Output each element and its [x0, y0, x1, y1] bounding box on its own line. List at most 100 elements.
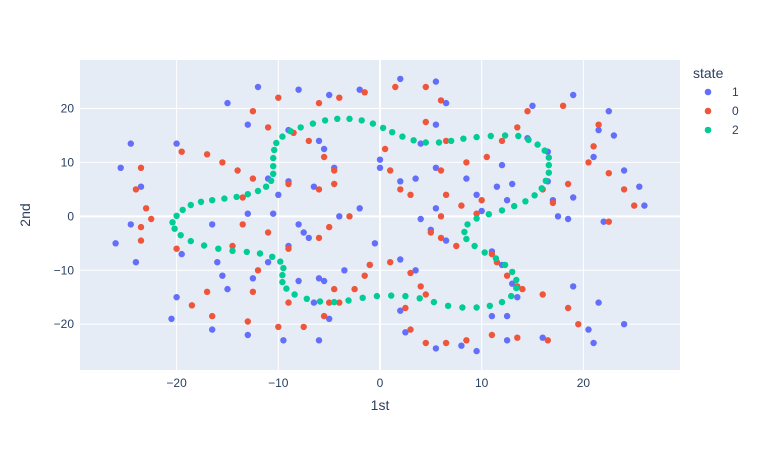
data-point[interactable]: [595, 299, 602, 306]
data-point[interactable]: [229, 247, 236, 255]
data-point[interactable]: [488, 331, 496, 339]
data-point[interactable]: [209, 197, 216, 204]
data-point[interactable]: [279, 278, 286, 286]
data-point[interactable]: [397, 178, 404, 185]
legend-item-2[interactable]: 2: [704, 123, 739, 137]
data-point[interactable]: [422, 139, 429, 146]
data-point[interactable]: [300, 323, 307, 331]
data-point[interactable]: [270, 154, 277, 162]
data-point[interactable]: [402, 292, 409, 300]
data-point[interactable]: [376, 164, 384, 171]
data-point[interactable]: [346, 213, 353, 220]
data-point[interactable]: [444, 302, 452, 309]
data-point[interactable]: [137, 164, 145, 171]
data-point[interactable]: [315, 337, 323, 344]
data-point[interactable]: [529, 102, 536, 110]
data-point[interactable]: [336, 299, 343, 306]
data-point[interactable]: [432, 164, 440, 171]
data-point[interactable]: [417, 283, 424, 290]
data-point[interactable]: [254, 267, 262, 274]
data-point[interactable]: [514, 294, 521, 301]
data-point[interactable]: [402, 304, 409, 312]
data-point[interactable]: [249, 275, 257, 282]
data-point[interactable]: [412, 175, 419, 182]
data-point[interactable]: [346, 115, 353, 123]
data-point[interactable]: [203, 151, 211, 158]
data-point[interactable]: [361, 89, 368, 96]
data-point[interactable]: [473, 210, 480, 217]
data-point[interactable]: [549, 199, 557, 207]
data-point[interactable]: [203, 288, 211, 295]
data-point[interactable]: [541, 147, 548, 154]
data-point[interactable]: [487, 132, 494, 140]
data-point[interactable]: [197, 198, 205, 205]
data-point[interactable]: [412, 267, 419, 274]
data-point[interactable]: [117, 164, 124, 171]
data-point[interactable]: [188, 302, 196, 309]
data-point[interactable]: [316, 298, 324, 305]
data-point[interactable]: [545, 161, 552, 169]
data-point[interactable]: [229, 242, 236, 250]
data-point[interactable]: [283, 285, 290, 292]
data-point[interactable]: [509, 268, 516, 276]
data-point[interactable]: [417, 140, 424, 147]
data-point[interactable]: [366, 261, 373, 269]
data-point[interactable]: [402, 329, 409, 336]
data-point[interactable]: [397, 307, 404, 314]
data-point[interactable]: [442, 137, 450, 145]
data-point[interactable]: [173, 212, 180, 219]
data-point[interactable]: [315, 186, 323, 193]
data-point[interactable]: [361, 272, 368, 279]
data-point[interactable]: [387, 167, 394, 174]
data-point[interactable]: [300, 229, 307, 236]
data-point[interactable]: [605, 218, 612, 225]
data-point[interactable]: [514, 334, 521, 341]
data-point[interactable]: [503, 337, 511, 344]
data-point[interactable]: [277, 258, 284, 265]
data-point[interactable]: [295, 277, 302, 285]
data-point[interactable]: [442, 339, 450, 347]
data-point[interactable]: [464, 221, 471, 228]
data-point[interactable]: [570, 283, 577, 290]
data-point[interactable]: [564, 180, 572, 188]
data-point[interactable]: [356, 86, 363, 93]
data-point[interactable]: [187, 201, 194, 209]
data-point[interactable]: [315, 137, 323, 145]
data-point[interactable]: [422, 83, 429, 91]
data-point[interactable]: [485, 211, 492, 218]
data-point[interactable]: [280, 264, 287, 272]
data-point[interactable]: [493, 183, 501, 190]
data-point[interactable]: [422, 291, 429, 298]
data-point[interactable]: [137, 237, 145, 244]
data-point[interactable]: [326, 223, 333, 231]
data-point[interactable]: [264, 229, 272, 236]
data-point[interactable]: [437, 234, 445, 242]
data-point[interactable]: [326, 315, 333, 322]
data-point[interactable]: [397, 75, 404, 83]
data-point[interactable]: [341, 267, 348, 274]
data-point[interactable]: [430, 298, 438, 306]
data-point[interactable]: [459, 304, 466, 311]
data-point[interactable]: [187, 237, 194, 245]
data-point[interactable]: [514, 124, 521, 131]
data-point[interactable]: [233, 193, 240, 201]
data-point[interactable]: [513, 276, 520, 284]
data-point[interactable]: [351, 285, 358, 293]
data-point[interactable]: [437, 213, 445, 220]
data-point[interactable]: [269, 253, 276, 260]
data-point[interactable]: [279, 133, 286, 140]
data-point[interactable]: [448, 137, 455, 145]
data-point[interactable]: [254, 83, 262, 91]
data-point[interactable]: [498, 298, 506, 306]
data-point[interactable]: [215, 245, 222, 252]
data-point[interactable]: [270, 163, 277, 170]
data-point[interactable]: [397, 256, 404, 263]
data-point[interactable]: [531, 192, 538, 199]
data-point[interactable]: [503, 272, 511, 279]
data-point[interactable]: [542, 177, 549, 184]
data-point[interactable]: [295, 86, 302, 93]
data-point[interactable]: [177, 232, 184, 239]
data-point[interactable]: [315, 234, 323, 242]
data-point[interactable]: [254, 187, 262, 195]
data-point[interactable]: [522, 198, 529, 205]
